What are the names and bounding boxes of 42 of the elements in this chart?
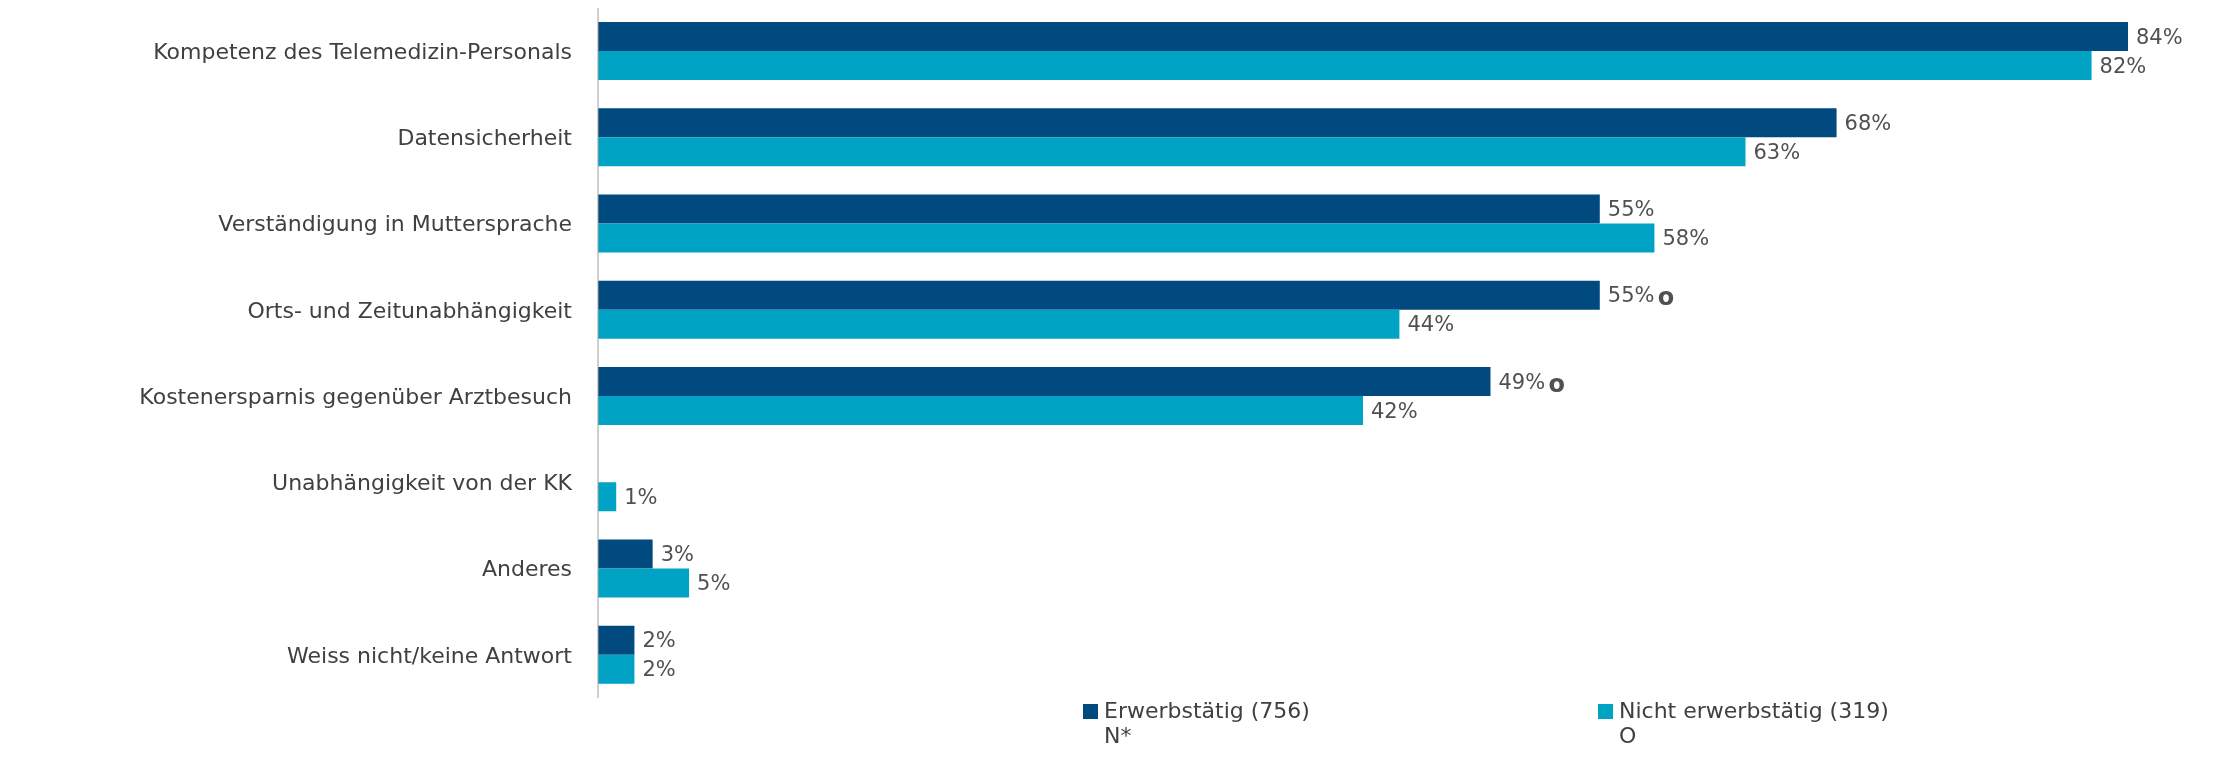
- bar: [598, 51, 2092, 80]
- bar: [598, 625, 635, 655]
- data-label: 42%: [1371, 398, 1418, 423]
- y-tick-label: Unabhängigkeit von der KK: [272, 470, 573, 496]
- bar: [598, 568, 690, 598]
- data-label: 3%: [660, 542, 694, 566]
- data-label: 55%: [1607, 197, 1655, 221]
- annotation: o: [1548, 369, 1565, 398]
- y-tick-label: Datensicherheit: [397, 125, 573, 151]
- bar: [598, 280, 1600, 310]
- y-tick-label: Anderes: [481, 556, 572, 582]
- legend-label: Nicht erwerbstätig (319) O: [1619, 698, 1889, 748]
- bar: [598, 194, 1600, 224]
- bar: [598, 482, 617, 512]
- data-label: 5%: [697, 571, 731, 595]
- data-label: 2%: [642, 628, 676, 653]
- y-tick-label: Orts- und Zeitunabhängigkeit: [247, 297, 573, 323]
- bar: [598, 396, 1363, 425]
- legend-label: Erwerbstätig (756) N*: [1104, 698, 1310, 748]
- data-label: 44%: [1407, 312, 1455, 337]
- bar: [598, 223, 1655, 253]
- data-label: 49%: [1498, 369, 1546, 394]
- y-tick-label: Kostenersparnis gegenüber Arztbesuch: [139, 383, 572, 409]
- data-label: 63%: [1753, 139, 1801, 164]
- data-label: 82%: [2099, 53, 2147, 78]
- data-label: 68%: [1844, 110, 1892, 135]
- data-label: 2%: [642, 657, 676, 682]
- bar: [598, 367, 1491, 396]
- data-label: 1%: [624, 484, 658, 509]
- bar: [598, 137, 1746, 167]
- bar: [598, 654, 635, 684]
- data-label: 55%: [1607, 283, 1655, 308]
- y-tick-label: Verständigung in Muttersprache: [218, 211, 572, 237]
- bar: [598, 22, 2128, 51]
- y-tick-label: Kompetenz des Telemedizin-Personals: [153, 38, 572, 64]
- data-label: 84%: [2136, 24, 2183, 49]
- bar: [598, 309, 1400, 339]
- y-tick-label: Weiss nicht/keine Antwort: [287, 642, 573, 668]
- data-label: 58%: [1662, 226, 1710, 250]
- bar: [598, 539, 653, 569]
- bar: [598, 108, 1837, 138]
- annotation: o: [1657, 283, 1675, 312]
